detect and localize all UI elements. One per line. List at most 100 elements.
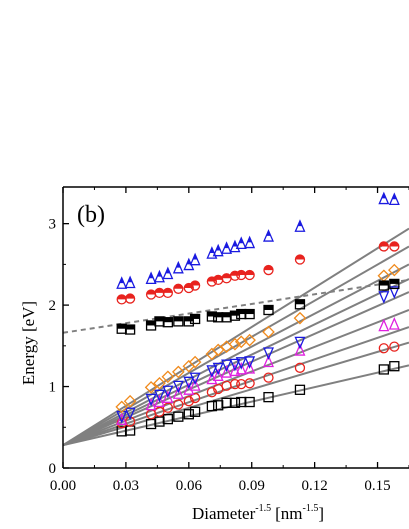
point-s5-7 [189, 313, 201, 325]
point-s2-6 [189, 378, 201, 391]
point-s7-13 [244, 235, 256, 249]
point-s3-1 [124, 407, 136, 421]
point-s6-10 [221, 273, 232, 284]
point-s4-4 [161, 370, 175, 384]
x-tick-label-2: 0.06 [176, 478, 203, 494]
point-s3-9 [212, 362, 224, 376]
point-s5-5 [173, 316, 184, 327]
point-s7-4 [162, 266, 174, 280]
x-tick-label-5: 0.15 [364, 478, 390, 494]
fit-line-2 [63, 326, 409, 447]
tick-labels: 0.000.030.060.090.120.150.180123 [49, 217, 391, 494]
fit-line-5 [63, 278, 409, 447]
point-s7-14 [263, 229, 274, 242]
point-s3-16 [378, 291, 390, 304]
point-s5-10 [221, 312, 232, 323]
fit-line-1 [63, 341, 409, 447]
point-s0-16 [378, 364, 389, 375]
point-s6-14 [263, 264, 274, 276]
point-s3-2 [145, 393, 157, 407]
axes [62, 186, 409, 469]
point-s7-10 [221, 241, 233, 254]
y-tick-label-1: 1 [49, 380, 57, 396]
point-s6-3 [154, 287, 165, 299]
point-s0-11 [229, 397, 241, 408]
point-s7-9 [212, 243, 224, 257]
point-s7-5 [172, 260, 184, 274]
panel-label: (b) [77, 202, 105, 228]
point-s3-15 [294, 336, 306, 350]
y-axis-label: Energy [eV] [19, 301, 38, 385]
point-s5-2 [145, 320, 157, 331]
point-s6-4 [162, 287, 173, 299]
point-s7-15 [294, 219, 306, 232]
point-s0-14 [263, 391, 274, 403]
point-s4-15 [293, 311, 307, 325]
point-s4-7 [188, 355, 202, 369]
point-s1-8 [206, 387, 218, 398]
point-s6-15 [294, 254, 306, 265]
point-s5-16 [378, 280, 389, 291]
y-tick-label-0: 0 [49, 461, 57, 477]
x-tick-label-3: 0.09 [239, 478, 265, 494]
point-s0-15 [294, 384, 306, 395]
point-s5-15 [294, 299, 306, 310]
point-s4-5 [172, 365, 185, 379]
point-s1-16 [378, 343, 389, 354]
point-s1-6 [183, 396, 194, 407]
point-s3-7 [189, 372, 201, 386]
point-s3-14 [263, 347, 274, 360]
point-s6-9 [213, 274, 224, 286]
point-s7-8 [206, 246, 218, 259]
point-s5-6 [183, 316, 194, 327]
point-s6-5 [173, 283, 184, 294]
y-tick-label-3: 3 [49, 217, 57, 233]
point-s0-8 [206, 400, 218, 412]
point-s1-11 [229, 378, 241, 390]
point-s5-14 [263, 304, 274, 316]
point-s1-4 [162, 402, 173, 413]
point-s1-17 [389, 341, 400, 352]
point-s2-16 [388, 317, 400, 330]
point-s5-11 [229, 310, 241, 321]
fit-lines [63, 227, 409, 447]
point-s1-7 [189, 392, 201, 404]
point-s5-1 [124, 324, 136, 335]
x-tick-label-1: 0.03 [113, 478, 139, 494]
point-s2-10 [229, 363, 241, 377]
point-s5-4 [162, 317, 173, 328]
point-s5-0 [116, 323, 127, 334]
fit-line-0 [63, 364, 409, 447]
point-s0-17 [389, 361, 400, 372]
point-s2-11 [235, 361, 247, 375]
point-s3-3 [153, 389, 165, 403]
point-s7-0 [116, 276, 128, 289]
fit-line-6 [63, 263, 409, 447]
point-s3-17 [388, 286, 400, 299]
point-s4-14 [262, 325, 275, 339]
point-s2-14 [294, 343, 306, 356]
point-s3-8 [206, 365, 218, 378]
x-axis-unit-close: ] [318, 504, 324, 523]
point-s2-12 [244, 361, 256, 374]
point-s3-4 [162, 385, 174, 399]
point-s2-8 [212, 368, 224, 381]
x-axis-unit-open: [nm [275, 504, 302, 523]
point-s6-2 [145, 289, 157, 300]
point-s5-3 [154, 316, 165, 327]
point-s2-2 [153, 394, 165, 408]
point-s4-13 [243, 333, 256, 347]
point-s3-11 [229, 358, 241, 372]
point-s6-1 [124, 293, 136, 304]
point-s0-7 [189, 406, 201, 417]
point-s3-5 [172, 380, 184, 394]
x-tick-label-0: 0.00 [50, 478, 76, 494]
point-s5-12 [236, 308, 247, 320]
point-s1-3 [154, 406, 165, 417]
dashed-fit-line-9 [63, 278, 409, 334]
x-axis-unit-sup: -1.5 [302, 503, 318, 514]
point-s2-9 [221, 365, 233, 378]
point-s5-17 [389, 278, 400, 290]
point-s3-13 [244, 356, 256, 369]
